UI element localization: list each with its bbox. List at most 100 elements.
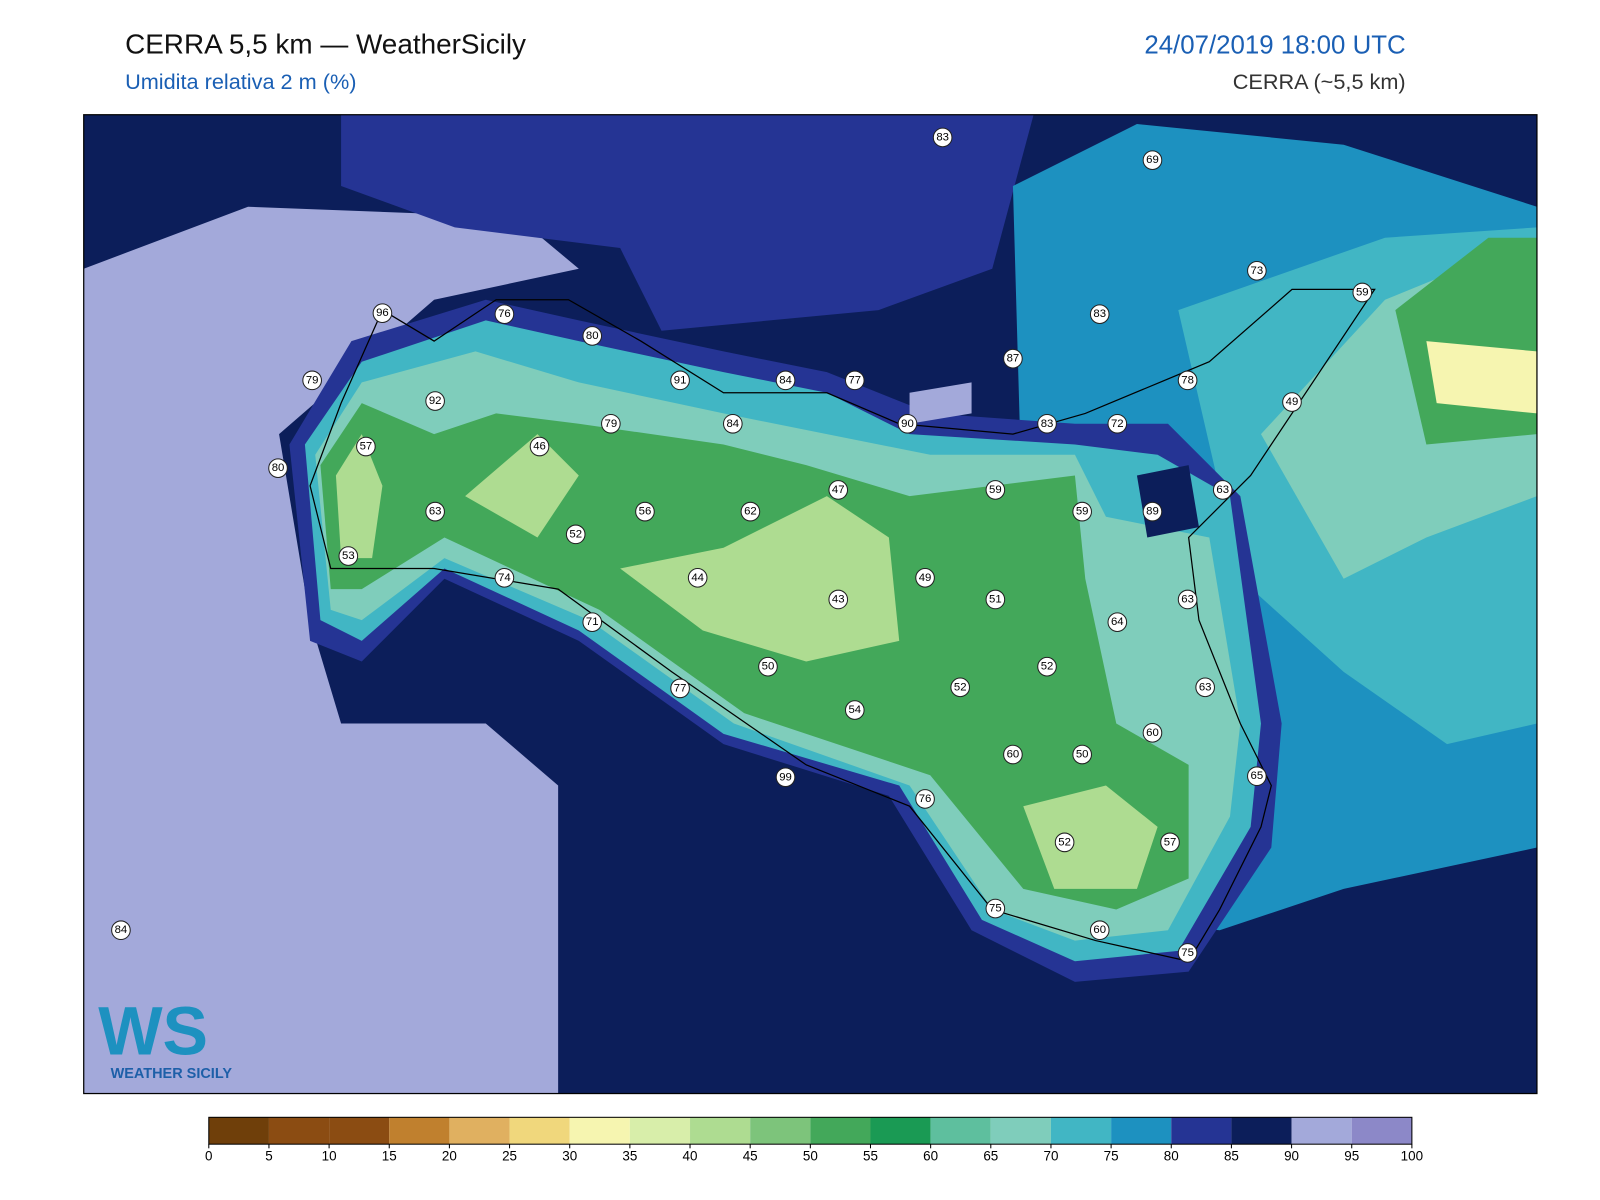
colorbar-swatch bbox=[810, 1117, 871, 1145]
station-marker bbox=[494, 304, 515, 325]
colorbar-swatch bbox=[990, 1117, 1051, 1145]
station-marker bbox=[1089, 304, 1110, 325]
colorbar-tick-label: 0 bbox=[205, 1149, 212, 1164]
station-marker bbox=[950, 677, 971, 698]
station-marker bbox=[775, 370, 796, 391]
station-marker bbox=[844, 700, 865, 720]
station-marker bbox=[529, 436, 550, 457]
colorbar-tick-label: 35 bbox=[622, 1149, 637, 1164]
colorbar-tick-label: 30 bbox=[562, 1149, 577, 1164]
station-marker bbox=[915, 567, 935, 588]
station-value: 63 bbox=[1199, 681, 1212, 693]
station-value: 79 bbox=[605, 418, 618, 430]
station-value: 59 bbox=[1356, 287, 1369, 299]
colorbar-tick-label: 50 bbox=[803, 1149, 818, 1164]
stations: 83 69 73 59 96 76 80 83 87 79 92 91 84 77 78 49 90 84 79 83… bbox=[111, 127, 1373, 963]
station-marker bbox=[1160, 832, 1180, 853]
station-value: 90 bbox=[901, 418, 914, 430]
colorbar-swatch bbox=[690, 1117, 751, 1145]
station-marker bbox=[1142, 722, 1163, 743]
title: CERRA 5,5 km — WeatherSicily bbox=[125, 29, 526, 60]
station-value: 84 bbox=[726, 418, 739, 430]
station-marker bbox=[582, 326, 603, 346]
station-value: 72 bbox=[1111, 418, 1124, 430]
station-marker bbox=[844, 370, 865, 391]
station-marker bbox=[425, 501, 445, 522]
station-value: 75 bbox=[1181, 947, 1194, 959]
colorbar-swatch bbox=[389, 1117, 450, 1145]
colorbar-swatch bbox=[870, 1117, 931, 1145]
station-marker bbox=[1247, 766, 1267, 787]
station-marker bbox=[1003, 348, 1023, 369]
station-value: 60 bbox=[1007, 749, 1020, 761]
station-value: 52 bbox=[1041, 661, 1054, 673]
station-marker bbox=[915, 789, 935, 809]
station-marker bbox=[828, 480, 849, 500]
colorbar-tick-label: 10 bbox=[322, 1149, 337, 1164]
station-marker bbox=[1352, 282, 1373, 303]
station-value: 53 bbox=[342, 550, 355, 562]
station-value: 87 bbox=[1007, 353, 1020, 365]
station-value: 51 bbox=[989, 593, 1002, 605]
logo-mark: WS bbox=[98, 993, 208, 1069]
station-value: 63 bbox=[1216, 484, 1229, 496]
datetime: 24/07/2019 18:00 UTC bbox=[1144, 32, 1405, 60]
station-value: 83 bbox=[936, 131, 949, 143]
station-value: 79 bbox=[306, 374, 319, 386]
station-value: 77 bbox=[848, 374, 861, 386]
station-marker bbox=[565, 524, 586, 545]
station-marker bbox=[302, 370, 322, 391]
colorbar-swatch bbox=[1111, 1117, 1172, 1145]
colorbar-tick-label: 100 bbox=[1401, 1149, 1423, 1164]
station-value: 73 bbox=[1251, 265, 1264, 277]
station-marker bbox=[687, 567, 708, 588]
station-marker bbox=[1003, 744, 1023, 765]
station-value: 52 bbox=[954, 681, 967, 693]
station-marker bbox=[775, 767, 796, 788]
station-marker bbox=[1142, 150, 1163, 171]
colorbar-tick-label: 15 bbox=[382, 1149, 397, 1164]
station-value: 80 bbox=[586, 330, 599, 342]
station-marker bbox=[1195, 677, 1215, 698]
station-marker bbox=[494, 567, 515, 588]
station-marker bbox=[932, 127, 953, 148]
station-value: 52 bbox=[1058, 836, 1071, 848]
colorbar-swatch bbox=[930, 1117, 991, 1145]
station-marker bbox=[670, 678, 690, 699]
station-value: 80 bbox=[272, 462, 285, 474]
station-value: 46 bbox=[533, 441, 546, 453]
station-marker bbox=[601, 413, 621, 434]
colorbar-swatch bbox=[750, 1117, 811, 1145]
logo: WS WEATHER SICILY bbox=[98, 993, 232, 1082]
colorbar-swatch bbox=[1171, 1117, 1232, 1145]
station-value: 49 bbox=[919, 572, 932, 584]
colorbar-swatch bbox=[329, 1117, 390, 1145]
station-value: 78 bbox=[1181, 374, 1194, 386]
station-value: 65 bbox=[1251, 770, 1264, 782]
station-value: 84 bbox=[115, 924, 128, 936]
station-marker bbox=[1037, 413, 1057, 434]
station-marker bbox=[338, 546, 359, 566]
station-marker bbox=[268, 458, 288, 479]
station-value: 64 bbox=[1111, 616, 1124, 628]
logo-text: WEATHER SICILY bbox=[111, 1066, 233, 1082]
colorbar-tick-label: 85 bbox=[1224, 1149, 1239, 1164]
station-value: 57 bbox=[360, 441, 373, 453]
station-marker bbox=[1072, 501, 1092, 522]
colorbar-swatch bbox=[1351, 1117, 1412, 1145]
station-value: 50 bbox=[1076, 749, 1089, 761]
station-marker bbox=[1054, 832, 1075, 853]
station-value: 76 bbox=[498, 308, 511, 320]
station-value: 83 bbox=[1093, 308, 1106, 320]
station-value: 57 bbox=[1164, 836, 1177, 848]
colorbar-tick-label: 80 bbox=[1164, 1149, 1179, 1164]
station-marker bbox=[372, 303, 393, 323]
station-value: 47 bbox=[832, 484, 845, 496]
station-value: 83 bbox=[1041, 418, 1054, 430]
station-marker bbox=[1072, 744, 1092, 765]
colorbar-swatch bbox=[208, 1117, 269, 1145]
colorbar-swatch bbox=[1050, 1117, 1112, 1145]
station-marker bbox=[1177, 370, 1198, 391]
station-value: 91 bbox=[674, 374, 687, 386]
